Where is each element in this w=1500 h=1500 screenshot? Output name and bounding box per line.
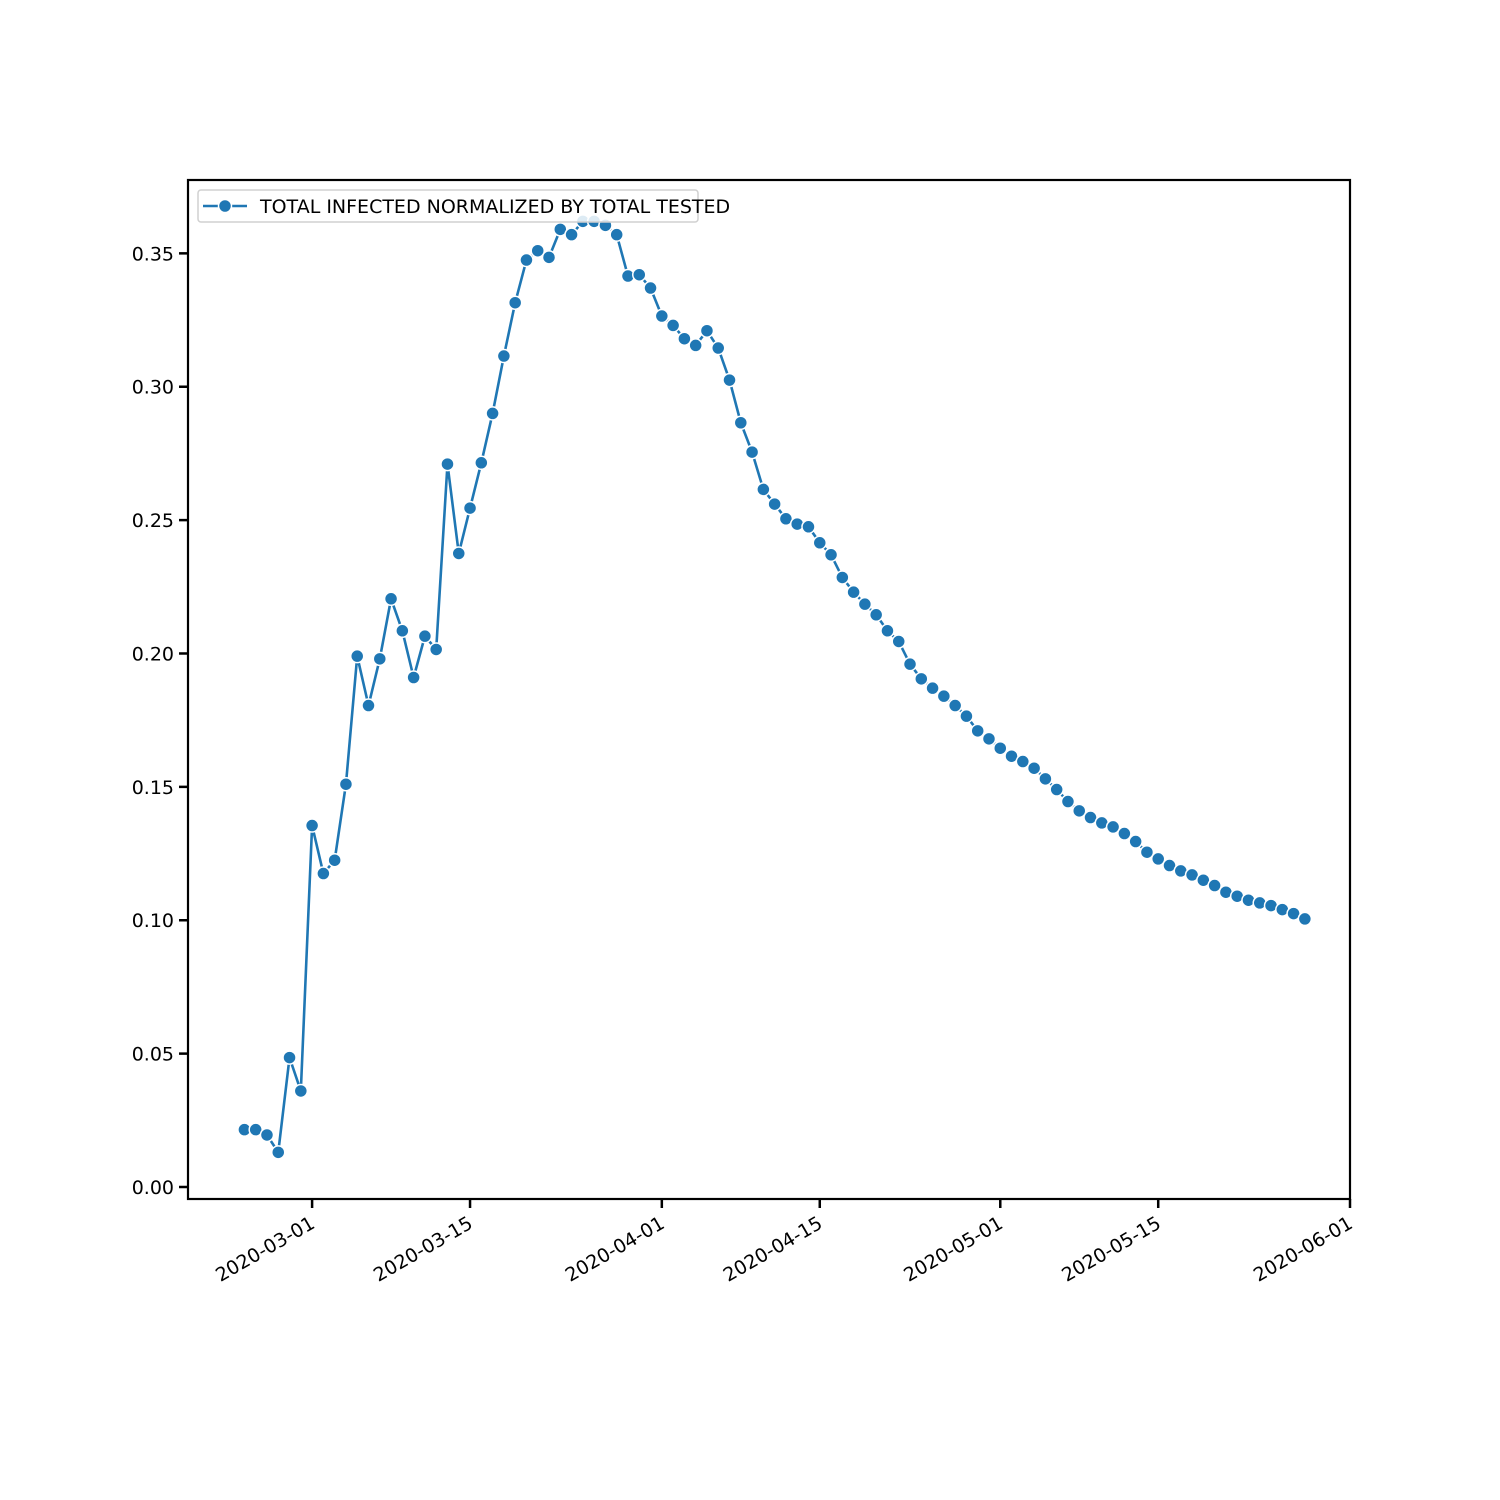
x-tick-label: 2020-03-01 (212, 1212, 319, 1286)
data-point (733, 415, 749, 430)
data-point (812, 535, 828, 551)
data-point (981, 731, 997, 747)
x-tick-label: 2020-04-01 (562, 1212, 669, 1286)
legend: TOTAL INFECTED NORMALIZED BY TOTAL TESTE… (197, 189, 730, 223)
data-point (902, 656, 918, 672)
data-point (1038, 771, 1053, 787)
data-point (271, 1145, 286, 1160)
x-tick-label: 2020-05-01 (900, 1212, 1007, 1286)
data-point (564, 227, 579, 242)
x-axis: 2020-03-01 2020-03-15 2020-04-01 2020-04-15… (212, 1199, 1357, 1287)
data-point (936, 688, 952, 704)
data-point (451, 546, 467, 561)
data-point (677, 331, 692, 346)
data-point (846, 584, 861, 600)
data-point (1026, 760, 1042, 776)
x-tick-label: 2020-03-15 (370, 1212, 477, 1286)
data-point (519, 252, 534, 268)
y-axis: 0.00 0.05 0.10 0.15 0.20 0.25 0.30 0.35 (132, 243, 188, 1199)
data-point (316, 866, 331, 881)
data-point (959, 708, 974, 724)
data-point (383, 591, 399, 607)
data-point (485, 406, 500, 421)
axes-frame (186, 178, 1352, 1201)
data-point (643, 280, 658, 296)
series-layer (237, 214, 1313, 1160)
data-point (823, 547, 839, 563)
legend-marker-icon (217, 198, 233, 214)
y-tick-label: 0.10 (132, 910, 174, 932)
data-point (665, 318, 681, 333)
data-point (925, 680, 940, 696)
data-point (338, 776, 354, 792)
data-point (440, 456, 455, 472)
data-point (395, 623, 410, 639)
data-point (259, 1127, 275, 1143)
data-point (654, 308, 670, 324)
data-point (1049, 782, 1064, 797)
data-point (880, 623, 895, 639)
data-point (1015, 754, 1031, 769)
y-tick-label: 0.20 (132, 643, 174, 665)
data-point (993, 740, 1008, 756)
data-point (868, 607, 884, 623)
series-line (244, 220, 1306, 1154)
data-point (970, 723, 985, 739)
data-point (1071, 803, 1087, 819)
y-tick-label: 0.35 (132, 243, 174, 265)
data-point (609, 227, 624, 242)
legend-label: TOTAL INFECTED NORMALIZED BY TOTAL TESTE… (259, 196, 730, 218)
data-point (767, 496, 782, 512)
y-tick-label: 0.30 (132, 377, 174, 399)
data-point (947, 698, 963, 713)
data-point (632, 267, 647, 282)
data-point (327, 852, 342, 868)
y-tick-label: 0.05 (132, 1044, 174, 1066)
data-point (1105, 819, 1121, 835)
data-point (857, 596, 873, 612)
data-point (530, 243, 545, 258)
data-point (914, 671, 929, 687)
y-tick-label: 0.00 (132, 1177, 174, 1199)
data-point (417, 628, 433, 644)
data-point (835, 570, 850, 585)
data-point (1128, 834, 1143, 849)
x-tick-label: 2020-05-15 (1058, 1212, 1165, 1286)
data-point (1060, 794, 1076, 809)
data-point (1150, 851, 1166, 867)
data-point (891, 634, 906, 649)
data-point (428, 642, 444, 657)
plot-frame (186, 178, 1352, 1201)
x-tick-label: 2020-06-01 (1250, 1212, 1357, 1286)
data-point (756, 482, 771, 497)
data-point (688, 338, 703, 353)
data-point (349, 648, 365, 664)
data-point (474, 455, 489, 471)
y-tick-label: 0.25 (132, 510, 174, 532)
y-tick-label: 0.15 (132, 777, 174, 799)
data-point (293, 1083, 309, 1099)
data-point (699, 323, 715, 338)
data-point (541, 250, 557, 265)
data-point (462, 500, 478, 516)
data-point (282, 1050, 297, 1065)
data-point (744, 444, 760, 460)
data-point (372, 651, 388, 667)
data-point (304, 818, 320, 833)
x-tick-label: 2020-04-15 (720, 1212, 827, 1286)
data-point (801, 519, 816, 535)
data-point (1207, 878, 1222, 893)
data-point (1139, 844, 1155, 860)
data-point (1117, 826, 1132, 841)
data-point (1297, 911, 1313, 927)
legend-box (197, 189, 699, 223)
data-point (507, 295, 523, 310)
data-point (710, 340, 726, 356)
data-point (406, 670, 421, 685)
data-point (722, 372, 737, 388)
data-point (496, 348, 512, 364)
data-point (361, 698, 376, 713)
